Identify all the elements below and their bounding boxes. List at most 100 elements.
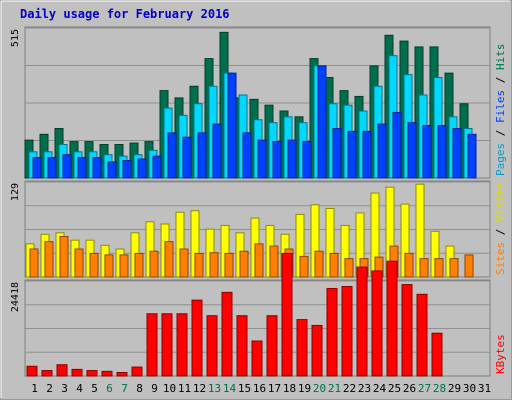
x-tick-label-day-17: 17: [268, 382, 281, 395]
bar-sites-day-13: Sites 13: 33: [209, 252, 219, 278]
x-tick-label-day-28: 28: [433, 382, 446, 395]
bar-sites-day-2: Sites 2: 48: [44, 241, 54, 278]
x-tick-label-day-8: 8: [136, 382, 143, 395]
x-tick-label-day-30: 30: [463, 382, 476, 395]
x-tick-label-day-4: 4: [76, 382, 83, 395]
bar-pages-day-18: Pages 18: 130: [287, 139, 297, 179]
side-label-kbytes: KBytes: [494, 334, 507, 374]
bar-kbytes-day-9: KBytes 9: 16000: [146, 313, 158, 377]
x-tick-label-day-10: 10: [163, 382, 176, 395]
side-label: Sites / Visits: [494, 182, 507, 275]
x-tick-label-day-12: 12: [193, 382, 206, 395]
bar-kbytes-day-8: KBytes 8: 2300: [131, 366, 143, 377]
bar-sites-day-26: Sites 26: 32: [404, 252, 414, 278]
bar-pages-day-3: Pages 3: 80: [62, 154, 72, 179]
x-tick-label-day-21: 21: [328, 382, 341, 395]
x-tick-label-day-29: 29: [448, 382, 461, 395]
bar-kbytes-day-15: KBytes 15: 15500: [236, 315, 248, 377]
x-tick-label-day-13: 13: [208, 382, 221, 395]
bar-sites-day-8: Sites 8: 32: [134, 252, 144, 278]
bar-sites-day-17: Sites 17: 42: [269, 245, 279, 278]
x-tick-label-day-14: 14: [223, 382, 237, 395]
bar-pages-day-25: Pages 25: 225: [392, 111, 402, 179]
x-tick-label-day-1: 1: [31, 382, 38, 395]
bar-sites-day-30: Sites 30: 30: [464, 254, 474, 278]
bar-pages-day-4: Pages 4: 70: [77, 157, 87, 179]
bar-pages-day-16: Pages 16: 130: [257, 139, 267, 179]
bar-sites-day-29: Sites 29: 25: [449, 258, 459, 278]
bar-pages-day-22: Pages 22: 160: [347, 130, 357, 179]
bar-sites-day-22: Sites 22: 25: [344, 258, 354, 278]
chart-panels: Hits 1: 130Hits 2: 150Hits 3: 170Hits 4:…: [10, 26, 507, 377]
bar-pages-day-29: Pages 29: 170: [452, 127, 462, 179]
bar-sites-day-5: Sites 5: 32: [89, 252, 99, 278]
bar-kbytes-day-20: KBytes 20: 13000: [311, 324, 323, 377]
bar-kbytes-day-1: KBytes 1: 2500: [26, 365, 38, 377]
y-max-label: 24418: [10, 282, 21, 312]
bar-pages-day-21: Pages 21: 170: [332, 127, 342, 179]
x-tick-label-day-22: 22: [343, 382, 356, 395]
side-label-visits: Visits: [494, 182, 507, 222]
x-tick-label-day-2: 2: [46, 382, 53, 395]
bar-kbytes-day-6: KBytes 6: 1200: [101, 370, 113, 377]
x-tick-label-day-23: 23: [358, 382, 371, 395]
bar-pages-day-23: Pages 23: 160: [362, 130, 372, 179]
bar-kbytes-day-16: KBytes 16: 9000: [251, 340, 263, 377]
bar-pages-day-10: Pages 10: 155: [167, 132, 177, 179]
bar-sites-day-3: Sites 3: 55: [59, 235, 69, 278]
bar-kbytes-day-7: KBytes 7: 900: [116, 371, 128, 377]
x-tick-label-day-25: 25: [388, 382, 401, 395]
side-label-files: Files: [494, 90, 507, 123]
x-tick-label-day-3: 3: [61, 382, 68, 395]
bar-kbytes-day-24: KBytes 24: 27000: [371, 270, 383, 377]
panel-visits-sites: Visits 1: 45Visits 2: 58Visits 3: 60Visi…: [10, 180, 507, 278]
bar-kbytes-day-17: KBytes 17: 15500: [266, 315, 278, 377]
bar-sites-day-9: Sites 9: 35: [149, 250, 159, 278]
bar-kbytes-day-27: KBytes 27: 21000: [416, 293, 428, 377]
bar-pages-day-28: Pages 28: 180: [437, 125, 447, 179]
x-tick-label-day-18: 18: [283, 382, 296, 395]
side-label-pages: Pages: [494, 143, 507, 176]
side-label-separator: /: [494, 222, 507, 242]
bar-sites-day-15: Sites 15: 35: [239, 250, 249, 278]
x-tick-label-day-16: 16: [253, 382, 266, 395]
x-tick-label-day-27: 27: [418, 382, 431, 395]
x-tick-label-day-19: 19: [298, 382, 311, 395]
bar-sites-day-14: Sites 14: 32: [224, 252, 234, 278]
bar-sites-day-11: Sites 11: 38: [179, 248, 189, 278]
bar-kbytes-day-28: KBytes 28: 11000: [431, 332, 443, 377]
x-tick-label-day-31: 31: [478, 382, 491, 395]
side-label-sites: Sites: [494, 242, 507, 275]
bar-sites-day-10: Sites 10: 48: [164, 241, 174, 278]
bar-sites-day-20: Sites 20: 35: [314, 250, 324, 278]
bar-kbytes-day-5: KBytes 5: 1400: [86, 370, 98, 377]
x-tick-label-day-7: 7: [121, 382, 128, 395]
panel-pages-files-hits: Hits 1: 130Hits 2: 150Hits 3: 170Hits 4:…: [10, 26, 507, 179]
x-tick-label-day-11: 11: [178, 382, 191, 395]
bar-kbytes-day-19: KBytes 19: 14500: [296, 319, 308, 377]
bar-sites-day-4: Sites 4: 38: [74, 248, 84, 278]
x-tick-label-day-5: 5: [91, 382, 98, 395]
bar-pages-day-24: Pages 24: 185: [377, 123, 387, 179]
bar-kbytes-day-4: KBytes 4: 1700: [71, 368, 83, 377]
x-tick-label-day-20: 20: [313, 382, 326, 395]
bar-sites-day-6: Sites 6: 30: [104, 254, 114, 278]
bar-kbytes-day-22: KBytes 22: 23000: [341, 286, 353, 377]
bar-kbytes-day-3: KBytes 3: 2900: [56, 364, 68, 377]
bar-sites-day-21: Sites 21: 32: [329, 252, 339, 278]
bar-sites-day-19: Sites 19: 28: [299, 255, 309, 278]
bar-pages-day-20: Pages 20: 385: [317, 65, 327, 179]
bar-pages-day-2: Pages 2: 70: [47, 157, 57, 179]
bar-pages-day-14: Pages 14: 360: [227, 72, 237, 179]
bar-sites-day-28: Sites 28: 25: [434, 258, 444, 278]
x-tick-label-day-9: 9: [151, 382, 158, 395]
side-label-separator: /: [494, 123, 507, 143]
bar-pages-day-9: Pages 9: 75: [152, 155, 162, 179]
bar-pages-day-6: Pages 6: 55: [107, 161, 117, 179]
bar-pages-day-1: Pages 1: 70: [32, 157, 42, 179]
bar-kbytes-day-25: KBytes 25: 29500: [386, 260, 398, 377]
chart-title: Daily usage for February 2016: [20, 7, 230, 21]
y-max-label: 515: [10, 29, 21, 47]
side-label-hits: Hits: [494, 44, 507, 71]
